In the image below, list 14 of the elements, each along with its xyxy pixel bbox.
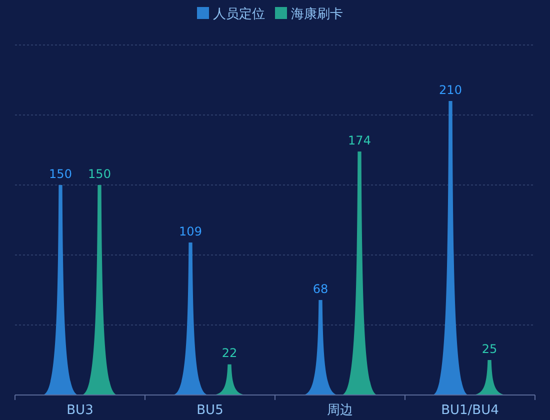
legend-label: 人员定位 xyxy=(213,7,265,22)
legend-label: 海康刷卡 xyxy=(291,7,343,22)
data-label: 109 xyxy=(179,224,202,238)
x-tick-label: 周边 xyxy=(327,403,353,418)
data-label: 150 xyxy=(49,167,72,181)
data-label: 210 xyxy=(439,83,462,97)
x-tick-label: BU3 xyxy=(66,403,94,418)
data-label: 68 xyxy=(312,282,328,296)
data-label: 174 xyxy=(348,133,371,148)
data-label: 150 xyxy=(88,167,111,181)
data-label: 25 xyxy=(482,342,498,356)
x-tick-label: BU1/BU4 xyxy=(441,403,499,418)
data-label: 22 xyxy=(222,346,238,360)
x-tick-label: BU5 xyxy=(196,403,224,418)
